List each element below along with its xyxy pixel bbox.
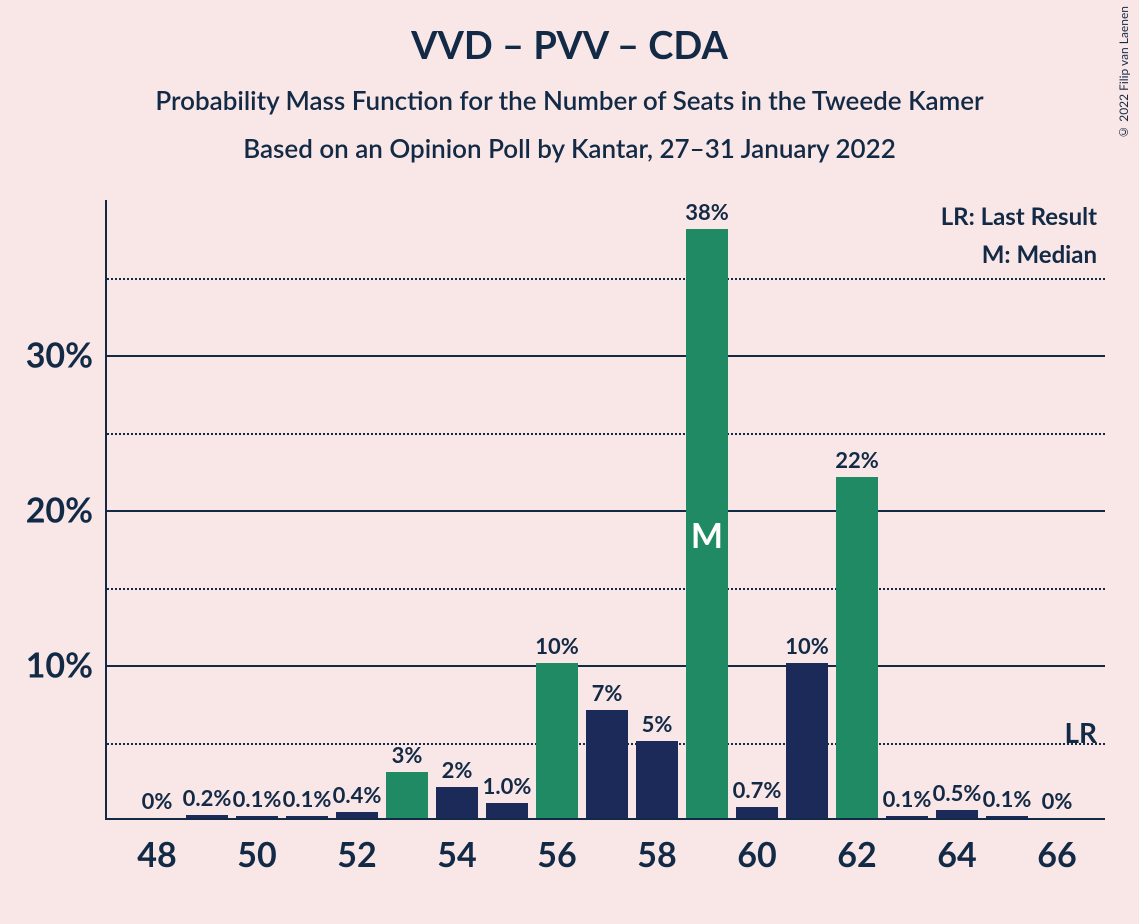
bar-value-label: 38% xyxy=(685,198,729,229)
x-axis-tick-label: 62 xyxy=(837,818,876,875)
chart-container: © 2022 Filip van Laenen VVD – PVV – CDA … xyxy=(0,0,1139,924)
x-axis-tick-label: 52 xyxy=(337,818,376,875)
bar-value-label: 0% xyxy=(1042,787,1073,818)
bar-value-label: 0.1% xyxy=(883,785,932,816)
bar: 7% xyxy=(586,710,628,819)
x-axis-tick-label: 54 xyxy=(437,818,476,875)
bar: 0.5% xyxy=(936,810,978,818)
bar-value-label: 0.1% xyxy=(233,785,282,816)
bar: 5% xyxy=(636,741,678,819)
bar-value-label: 10% xyxy=(785,632,829,663)
bar: 0.1% xyxy=(286,816,328,818)
bar: 10% xyxy=(786,663,828,818)
gridline-major xyxy=(107,665,1105,667)
plot-area: LR: Last Result M: Median 10%20%30%LR0%0… xyxy=(105,200,1105,820)
bar: 0.7% xyxy=(736,807,778,818)
chart-title: VVD – PVV – CDA xyxy=(0,22,1139,68)
y-axis-tick-label: 30% xyxy=(26,335,107,376)
bar: 22% xyxy=(836,477,878,818)
gridline-minor xyxy=(107,433,1105,435)
bar: 38%M xyxy=(686,229,728,818)
bar: 0.2% xyxy=(186,815,228,818)
x-axis-tick-label: 66 xyxy=(1037,818,1076,875)
bar-value-label: 2% xyxy=(442,756,473,787)
x-axis-tick-label: 60 xyxy=(737,818,776,875)
y-axis-tick-label: 10% xyxy=(26,645,107,686)
chart-subtitle-1: Probability Mass Function for the Number… xyxy=(0,84,1139,116)
median-marker: M xyxy=(691,515,723,556)
bar-value-label: 0.4% xyxy=(333,781,382,812)
legend-median: M: Median xyxy=(982,240,1097,269)
bar-value-label: 22% xyxy=(835,446,879,477)
chart-subtitle-2: Based on an Opinion Poll by Kantar, 27–3… xyxy=(0,132,1139,164)
bar: 0.1% xyxy=(986,816,1028,818)
bar-value-label: 5% xyxy=(642,710,673,741)
bar-value-label: 10% xyxy=(535,632,579,663)
bar: 3% xyxy=(386,772,428,819)
bar-value-label: 0.7% xyxy=(733,776,782,807)
bar-value-label: 3% xyxy=(392,741,423,772)
bar: 2% xyxy=(436,787,478,818)
bar: 0.1% xyxy=(886,816,928,818)
legend-last-result: LR: Last Result xyxy=(941,202,1097,231)
y-axis-tick-label: 20% xyxy=(26,490,107,531)
x-axis-tick-label: 64 xyxy=(937,818,976,875)
gridline-major xyxy=(107,355,1105,357)
gridline-major xyxy=(107,510,1105,512)
bar-value-label: 0% xyxy=(142,787,173,818)
x-axis-tick-label: 58 xyxy=(637,818,676,875)
bar-value-label: 7% xyxy=(592,679,623,710)
bar-value-label: 0.5% xyxy=(933,779,982,810)
last-result-marker: LR xyxy=(1064,715,1097,749)
bar: 1.0% xyxy=(486,803,528,819)
gridline-minor xyxy=(107,278,1105,280)
gridline-minor xyxy=(107,588,1105,590)
x-axis-tick-label: 56 xyxy=(537,818,576,875)
bar-value-label: 0.1% xyxy=(283,785,332,816)
bar-value-label: 0.2% xyxy=(183,784,232,815)
bar-value-label: 0.1% xyxy=(983,785,1032,816)
bar-value-label: 1.0% xyxy=(483,772,532,803)
bar: 10% xyxy=(536,663,578,818)
x-axis-tick-label: 50 xyxy=(237,818,276,875)
x-axis-tick-label: 48 xyxy=(137,818,176,875)
